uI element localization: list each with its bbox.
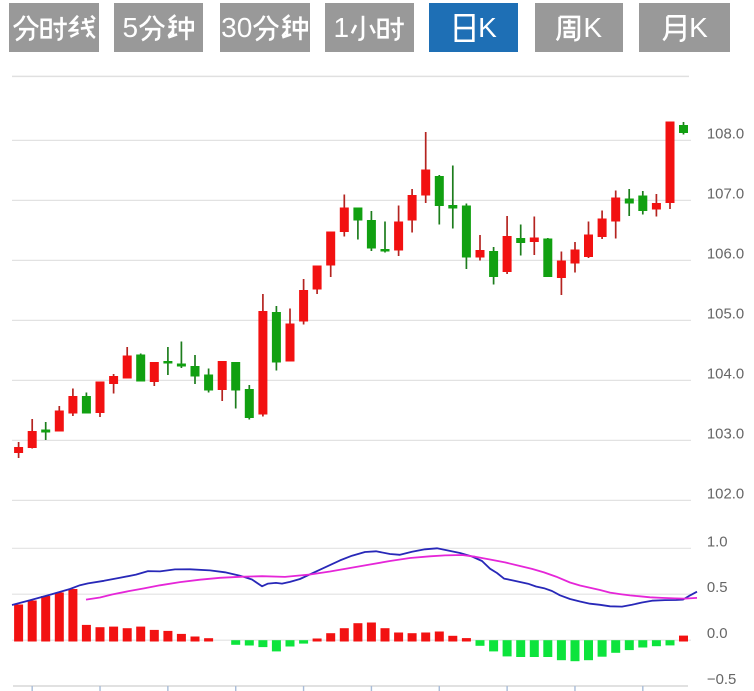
svg-text:105.0: 105.0 — [707, 306, 744, 322]
svg-text:102.0: 102.0 — [707, 486, 744, 502]
svg-text:0.5: 0.5 — [707, 580, 728, 596]
svg-text:1.0: 1.0 — [707, 534, 728, 550]
svg-text:108.0: 108.0 — [707, 126, 744, 142]
svg-text:104.0: 104.0 — [707, 366, 744, 382]
svg-text:103.0: 103.0 — [707, 426, 744, 442]
svg-text:0.0: 0.0 — [707, 626, 728, 642]
svg-text:106.0: 106.0 — [707, 246, 744, 262]
svg-text:107.0: 107.0 — [707, 186, 744, 202]
svg-text:−0.5: −0.5 — [707, 672, 736, 688]
